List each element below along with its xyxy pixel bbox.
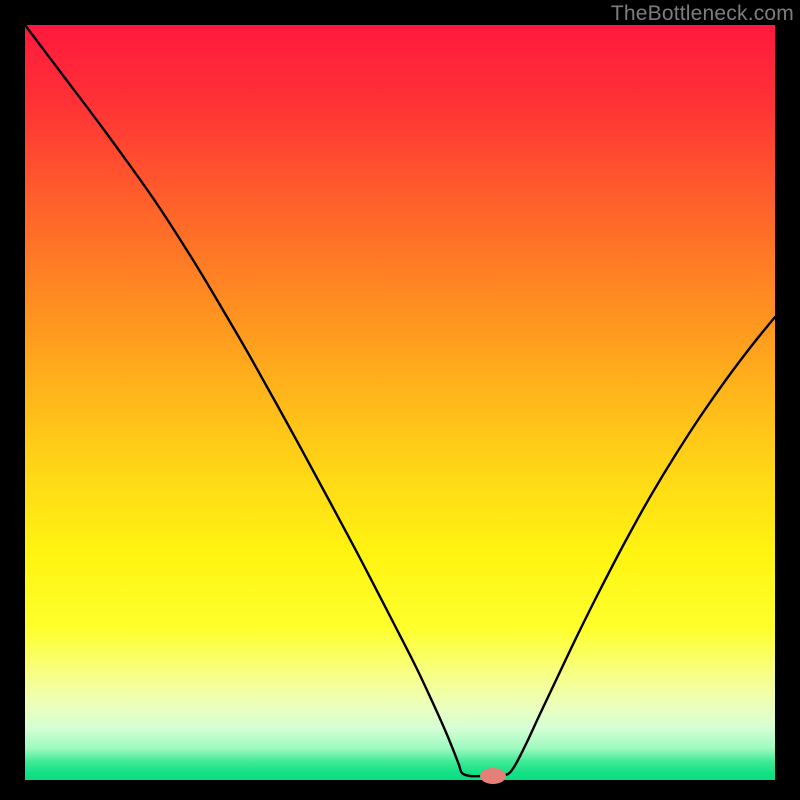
optimal-marker bbox=[480, 768, 506, 784]
bottleneck-chart bbox=[0, 0, 800, 800]
chart-plot-area bbox=[25, 25, 775, 780]
watermark-text: TheBottleneck.com bbox=[611, 2, 794, 26]
chart-canvas: TheBottleneck.com bbox=[0, 0, 800, 800]
